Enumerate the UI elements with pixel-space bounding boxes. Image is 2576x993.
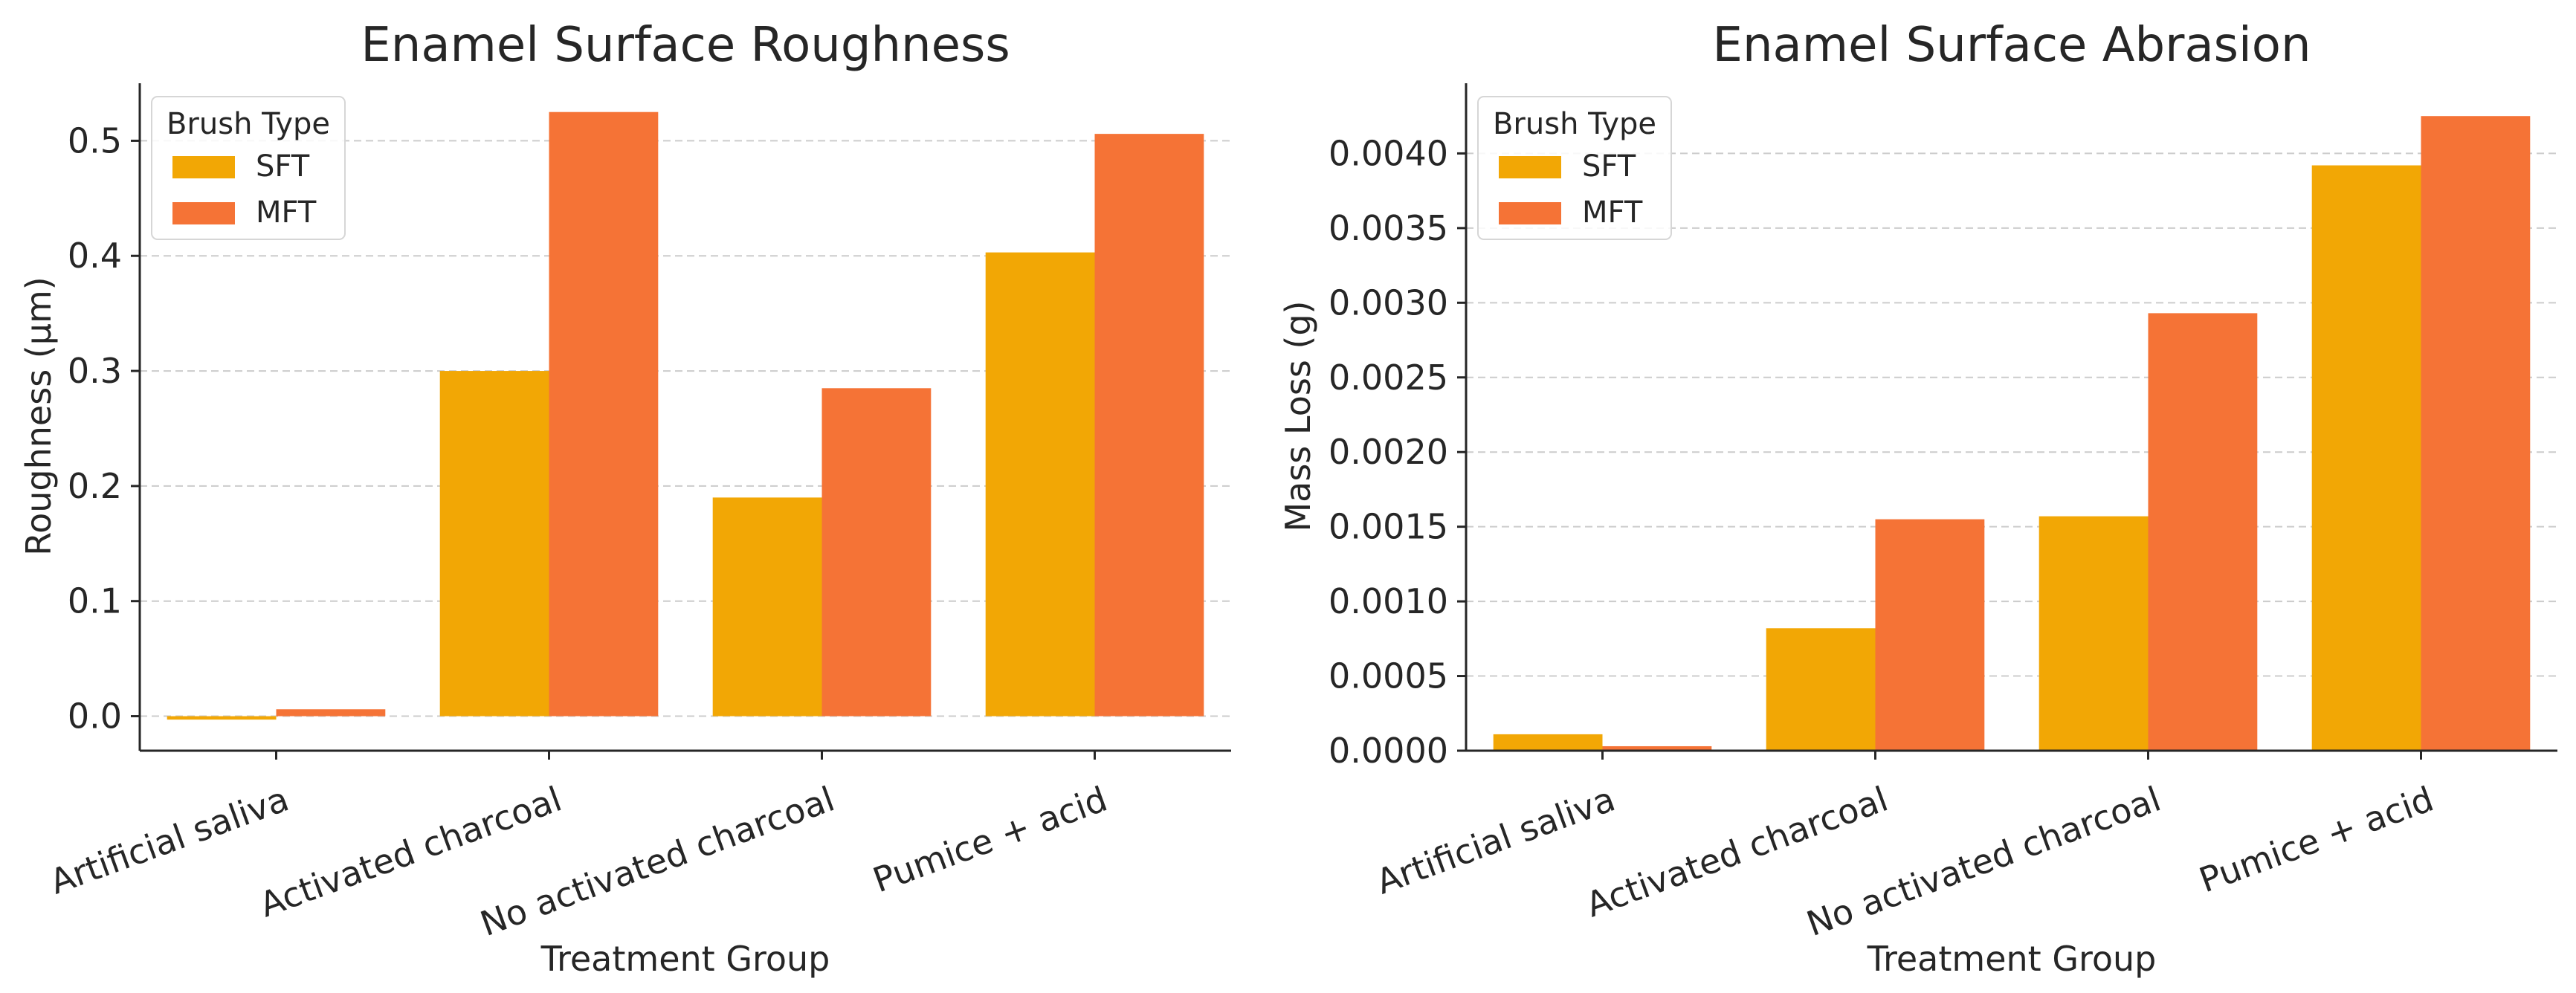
legend-title: Brush Type — [1493, 107, 1656, 141]
legend-label-sft: SFT — [256, 149, 310, 184]
y-tick-label: 0.0025 — [1329, 358, 1448, 398]
bar-sft-no-activated-charcoal — [712, 497, 822, 717]
y-tick-label: 0.0000 — [1329, 731, 1448, 771]
y-tick-label: 0.0030 — [1329, 282, 1448, 323]
x-tick-label: Pumice + acid — [2194, 779, 2438, 901]
bar-mft-artificial-saliva — [1602, 745, 1712, 751]
bar-sft-no-activated-charcoal — [2038, 516, 2149, 751]
y-tick-label: 0.0010 — [1329, 581, 1448, 621]
bar-mft-activated-charcoal — [549, 111, 659, 717]
bar-sft-pumice-acid — [985, 252, 1095, 717]
legend-swatch-mft — [1499, 202, 1561, 224]
legend-swatch-sft — [172, 156, 235, 178]
y-tick-label: 0.0 — [68, 696, 122, 737]
bars — [167, 111, 1204, 720]
legend-swatch-sft — [1499, 156, 1561, 178]
bar-mft-no-activated-charcoal — [2148, 313, 2258, 751]
bar-mft-no-activated-charcoal — [821, 388, 932, 717]
bar-sft-activated-charcoal — [439, 371, 549, 717]
chart-title: Enamel Surface Abrasion — [1713, 18, 2311, 73]
y-tick-label: 0.3 — [68, 351, 122, 391]
bars — [1493, 116, 2531, 751]
x-tick-label: Pumice + acid — [868, 779, 1112, 901]
y-axis-label: Roughness (µm) — [19, 276, 59, 556]
y-axis-label: Mass Loss (g) — [1278, 300, 1318, 531]
legend-swatch-mft — [172, 202, 235, 224]
bar-sft-activated-charcoal — [1766, 628, 1876, 751]
chart-roughness: Enamel Surface Roughness Roughness (µm) … — [19, 18, 1231, 979]
y-tick-label: 0.0005 — [1329, 656, 1448, 696]
x-axis-label: Treatment Group — [1867, 939, 2157, 979]
x-axis-label: Treatment Group — [540, 939, 830, 979]
bar-mft-activated-charcoal — [1875, 519, 1985, 751]
y-tick-label: 0.4 — [68, 236, 122, 276]
legend: Brush Type SFT MFT — [151, 96, 346, 240]
bar-mft-pumice-acid — [2421, 116, 2531, 751]
legend: Brush Type SFT MFT — [1477, 96, 1672, 240]
axes — [138, 83, 1231, 752]
y-tick-label: 0.0035 — [1329, 208, 1448, 248]
legend-label-mft: MFT — [1582, 195, 1643, 230]
bar-sft-artificial-saliva — [167, 716, 277, 720]
y-tick-label: 0.5 — [68, 120, 122, 161]
bar-sft-artificial-saliva — [1493, 734, 1603, 751]
legend-label-sft: SFT — [1582, 149, 1636, 184]
legend-title: Brush Type — [167, 107, 330, 141]
legend-label-mft: MFT — [256, 195, 317, 230]
y-tick-label: 0.0015 — [1329, 507, 1448, 547]
y-tick-label: 0.1 — [68, 581, 122, 621]
bar-mft-pumice-acid — [1094, 134, 1204, 717]
x-tick-label: Artificial saliva — [45, 779, 294, 902]
y-tick-label: 0.2 — [68, 466, 122, 506]
y-tick-label: 0.0020 — [1329, 432, 1448, 472]
axes — [1465, 83, 2557, 752]
bar-mft-artificial-saliva — [276, 709, 386, 717]
chart-title: Enamel Surface Roughness — [361, 18, 1010, 73]
y-tick-label: 0.0040 — [1329, 133, 1448, 173]
chart-abrasion: Enamel Surface Abrasion Mass Loss (g) Tr… — [1278, 18, 2557, 979]
x-tick-label: Artificial saliva — [1371, 779, 1620, 902]
bar-sft-pumice-acid — [2311, 165, 2421, 751]
